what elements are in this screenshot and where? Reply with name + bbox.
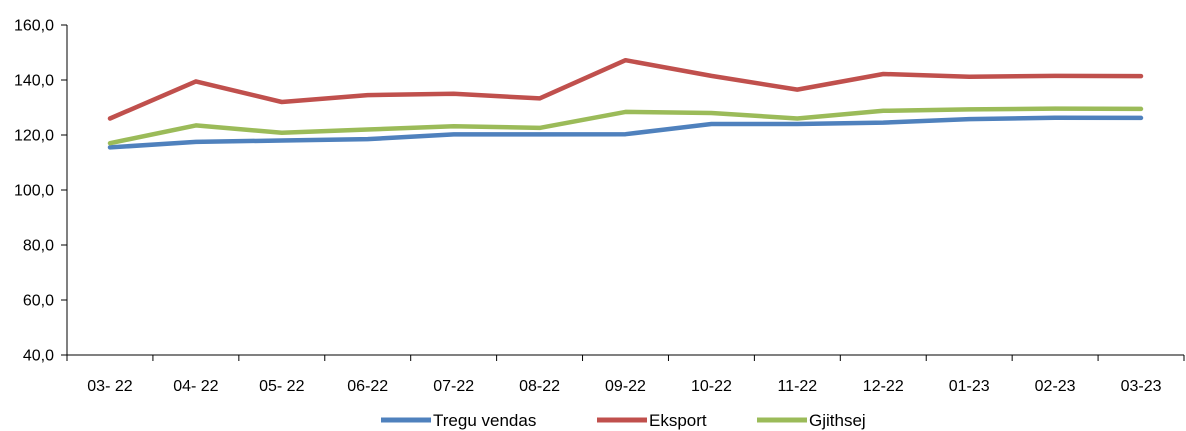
x-tick-label: 03- 22	[87, 378, 132, 395]
series-line-eksport	[107, 57, 1144, 121]
x-tick-label: 09-22	[605, 378, 646, 395]
x-tick-label: 02-23	[1035, 378, 1076, 395]
y-tick-label: 120,0	[14, 128, 54, 145]
legend-label-tregu-vendas: Tregu vendas	[433, 411, 536, 430]
y-tick-label: 40,0	[23, 348, 54, 365]
y-tick-label: 140,0	[14, 73, 54, 90]
x-tick-label: 08-22	[519, 378, 560, 395]
series-line-tregu-vendas	[107, 115, 1144, 150]
y-tick-label: 100,0	[14, 183, 54, 200]
legend-label-eksport: Eksport	[649, 411, 707, 430]
y-tick-label: 60,0	[23, 293, 54, 310]
y-tick-label: 160,0	[14, 18, 54, 35]
y-tick-label: 80,0	[23, 238, 54, 255]
series-lines	[107, 57, 1144, 150]
x-tick-label: 11-22	[777, 378, 817, 395]
series-line-gjithsej	[107, 106, 1144, 146]
y-axis: 40,0 60,0 80,0 100,0 120,0 140,0 160,0	[14, 18, 68, 365]
x-tick-label: 01-23	[949, 378, 990, 395]
x-tick-label: 07-22	[433, 378, 474, 395]
x-tick-label: 04- 22	[173, 378, 218, 395]
x-axis: 03- 22 04- 22 05- 22 06-22 07-22 08-22 09-22 10…	[66, 354, 1185, 395]
x-tick-label: 10-22	[691, 378, 732, 395]
x-tick-label: 03-23	[1121, 378, 1162, 395]
x-tick-label: 05- 22	[259, 378, 304, 395]
x-tick-label: 06-22	[347, 378, 388, 395]
legend: Tregu vendas Eksport Gjithsej	[381, 411, 866, 430]
legend-label-gjithsej: Gjithsej	[809, 411, 866, 430]
x-tick-label: 12-22	[863, 378, 904, 395]
